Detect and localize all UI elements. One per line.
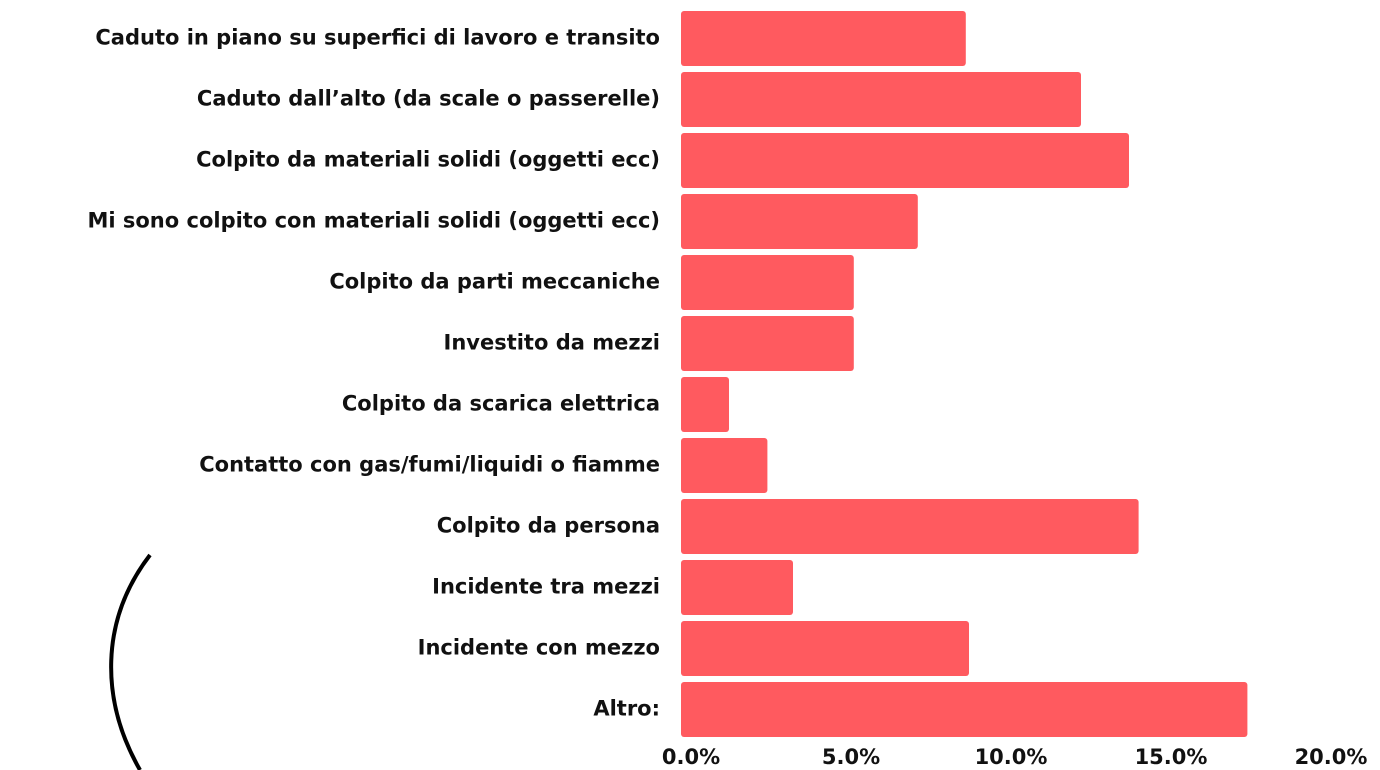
decoration-curve xyxy=(109,553,152,770)
category-label: Incidente con mezzo xyxy=(418,636,660,660)
bar xyxy=(681,438,768,493)
bar xyxy=(681,11,966,66)
bar xyxy=(681,621,969,676)
category-label: Incidente tra mezzi xyxy=(432,575,660,599)
category-label: Contatto con gas/fumi/liquidi o fiamme xyxy=(199,453,660,477)
category-label: Colpito da persona xyxy=(437,514,660,538)
x-tick-label: 0.0% xyxy=(662,745,720,769)
bar xyxy=(681,255,854,310)
category-label: Investito da mezzi xyxy=(444,331,661,355)
bar xyxy=(681,560,793,615)
category-label: Colpito da materiali solidi (oggetti ecc… xyxy=(196,148,660,172)
category-label: Caduto in piano su superfici di lavoro e… xyxy=(95,26,660,50)
x-tick-label: 15.0% xyxy=(1135,745,1208,769)
category-label: Colpito da scarica elettrica xyxy=(342,392,660,416)
category-label: Caduto dall’alto (da scale o passerelle) xyxy=(197,87,660,111)
bar xyxy=(681,72,1081,127)
x-tick-label: 10.0% xyxy=(975,745,1048,769)
bar xyxy=(681,499,1139,554)
bar xyxy=(681,316,854,371)
x-tick-label: 5.0% xyxy=(822,745,880,769)
bar xyxy=(681,377,729,432)
bar xyxy=(681,194,918,249)
category-label: Altro: xyxy=(593,697,660,721)
bar xyxy=(681,133,1129,188)
x-tick-label: 20.0% xyxy=(1295,745,1368,769)
category-label: Mi sono colpito con materiali solidi (og… xyxy=(87,209,660,233)
bar xyxy=(681,682,1248,737)
category-label: Colpito da parti meccaniche xyxy=(329,270,660,294)
